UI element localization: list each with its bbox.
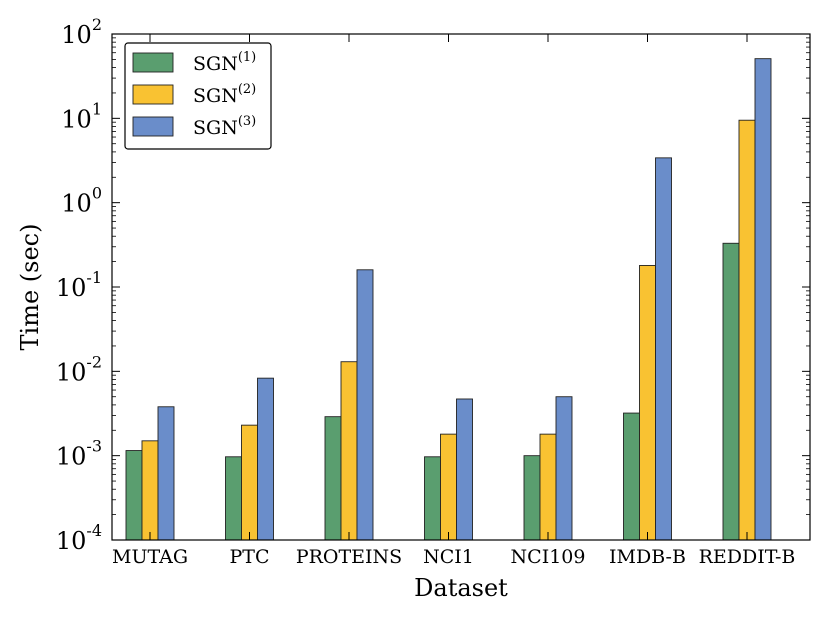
y-tick-label: 102 [61,15,102,49]
y-axis-label: Time (sec) [16,224,44,351]
y-tick-label-base: 10 [56,443,87,471]
y-tick-label: 101 [61,99,102,133]
bar-nci1-series-3 [456,398,473,541]
x-tick-label-imdb-b: IMDB-B [609,546,686,568]
legend-label-series-3: SGN(3) [193,114,256,139]
legend-swatch-series-2 [132,84,174,105]
bar-nci109-series-2 [539,433,557,541]
bar-ptc-series-3 [257,377,274,541]
x-tick-label-reddit-b: REDDIT-B [699,546,796,568]
y-tick-label-exponent: 0 [92,184,102,203]
x-tick-labels: MUTAG PTC PROTEINS NCI1 NCI109 IMDB-B REDDIT-B [112,546,795,568]
y-tick-label-base: 10 [61,21,92,49]
legend-label-superscript: (3) [238,114,256,129]
axis-ticks [112,33,810,541]
x-tick-label-mutag: MUTAG [112,546,188,568]
bar-nci109-series-1 [523,455,541,541]
y-tick-label-exponent: 2 [92,15,102,34]
bars-layer [125,58,772,541]
legend-label-name: SGN [193,53,238,75]
x-tick-label-ptc: PTC [230,546,270,568]
legend-label-name: SGN [193,85,238,107]
bar-proteins-series-3 [356,269,374,541]
y-tick-label: 10-4 [56,521,102,555]
bar-nci1-series-1 [424,456,441,541]
legend-label-superscript: (1) [238,50,256,65]
bar-mutag-series-2 [141,440,159,541]
bar-mutag-series-3 [157,406,175,541]
y-tick-label-base: 10 [56,358,87,386]
legend-label-name: SGN [193,117,238,139]
bar-proteins-series-2 [340,361,358,541]
y-tick-label-exponent: -3 [86,437,102,456]
bar-reddit-b-series-1 [722,242,740,541]
y-tick-label-exponent: 1 [92,99,102,118]
y-tick-label-exponent: -2 [86,352,102,371]
bar-proteins-series-1 [324,416,342,541]
legend-swatch-series-3 [132,116,174,137]
bar-reddit-b-series-3 [754,58,772,541]
bar-mutag-series-1 [125,450,143,541]
y-tick-label: 10-1 [56,268,102,302]
bar-nci1-series-2 [440,433,457,541]
y-tick-label: 100 [61,184,102,218]
y-tick-label-base: 10 [61,105,92,133]
y-tick-label-base: 10 [56,274,87,302]
legend-label-series-1: SGN(1) [193,50,256,75]
bar-imdb-b-series-1 [623,412,640,541]
legend: SGN(1)SGN(2)SGN(3) [124,42,272,150]
y-tick-label: 10-2 [56,352,102,386]
bar-nci109-series-3 [555,396,573,541]
bar-ptc-series-2 [241,424,258,541]
bar-reddit-b-series-2 [738,119,756,541]
x-tick-label-nci1: NCI1 [423,546,474,568]
legend-swatch-series-1 [132,52,174,73]
y-tick-label: 10-3 [56,437,102,471]
legend-label-superscript: (2) [238,82,256,97]
y-tick-label-base: 10 [56,527,87,555]
y-tick-label-base: 10 [61,190,92,218]
legend-label-series-2: SGN(2) [193,82,256,107]
bar-imdb-b-series-2 [639,265,656,541]
x-tick-label-nci109: NCI109 [511,546,586,568]
x-axis-label: Dataset [414,574,508,602]
bar-ptc-series-1 [225,456,242,541]
x-tick-label-proteins: PROTEINS [296,546,402,568]
y-tick-label-exponent: -4 [86,521,102,540]
bar-imdb-b-series-3 [655,157,672,541]
y-tick-label-exponent: -1 [86,268,102,287]
